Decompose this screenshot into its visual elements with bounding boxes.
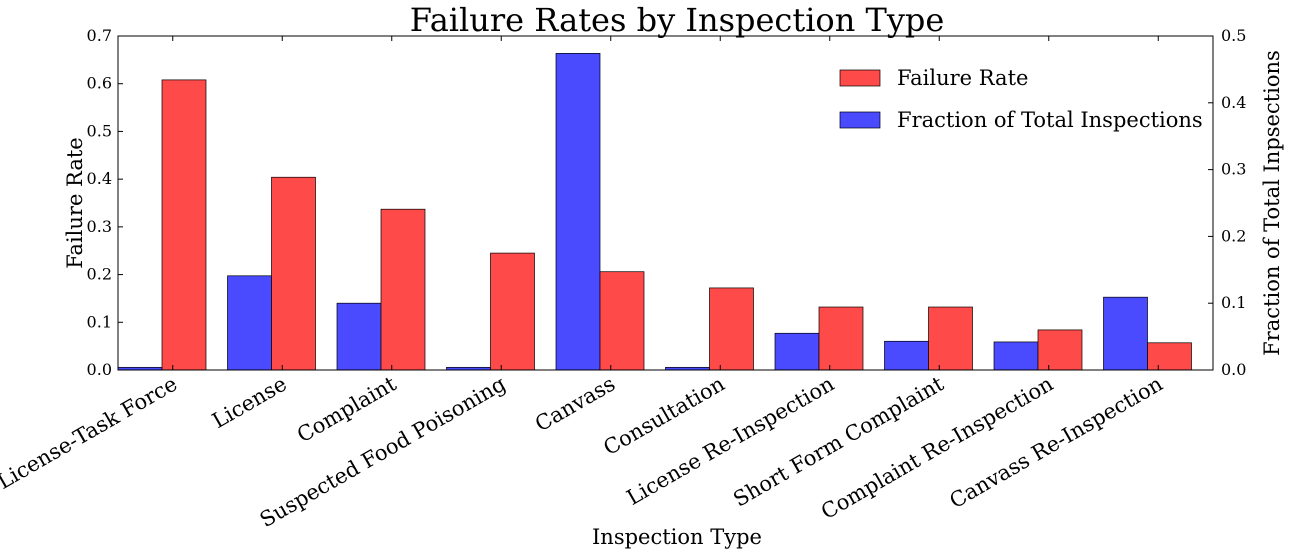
bar-failure-rate-7 bbox=[928, 306, 973, 371]
y-axis-right-label: Fraction of Total Inpsections bbox=[1260, 50, 1284, 356]
bar-fraction-8 bbox=[993, 341, 1039, 371]
y-right-tick-4: 0.4 bbox=[1221, 93, 1246, 112]
bar-fraction-7 bbox=[884, 340, 929, 371]
legend-label-0: Failure Rate bbox=[897, 66, 1028, 90]
bar-failure-rate-0 bbox=[161, 79, 207, 371]
bar-failure-rate-4 bbox=[599, 271, 645, 371]
y-left-tick-3: 0.3 bbox=[87, 217, 112, 236]
y-left-tick-2: 0.2 bbox=[87, 265, 112, 284]
y-left-tick-4: 0.4 bbox=[87, 169, 112, 188]
ticks: 0.0 0.1 0.2 0.3 0.4 0.5 0.6 0.7 0.0 0.1 0.2 0.3 0.4 0… bbox=[87, 26, 1247, 379]
bar-fraction-4 bbox=[555, 53, 601, 371]
y-right-tick-0: 0.0 bbox=[1221, 360, 1246, 379]
bar-fraction-2 bbox=[336, 302, 382, 371]
bar-failure-rate-3 bbox=[490, 252, 535, 371]
bar-failure-rate-2 bbox=[380, 208, 426, 371]
legend-swatch-1 bbox=[839, 111, 881, 129]
category-label-1: License bbox=[208, 372, 291, 434]
category-labels: License-Task Force License ComplaintSuspec… bbox=[0, 371, 1167, 532]
bar-failure-rate-6 bbox=[818, 306, 864, 371]
y-left-tick-7: 0.7 bbox=[87, 26, 112, 45]
bar-failure-rate-8 bbox=[1037, 329, 1083, 371]
category-label-0: License-Task Force bbox=[0, 372, 181, 494]
category-label-4: Canvass bbox=[531, 372, 619, 437]
legend-label-1: Fraction of Total Inspections bbox=[897, 108, 1203, 132]
y-right-tick-2: 0.2 bbox=[1221, 226, 1246, 245]
y-left-tick-1: 0.1 bbox=[87, 312, 112, 331]
bar-failure-rate-1 bbox=[271, 176, 316, 371]
bar-failure-rate-9 bbox=[1147, 342, 1192, 371]
y-right-tick-3: 0.3 bbox=[1221, 160, 1246, 179]
plot-frame bbox=[117, 35, 1214, 371]
y-right-tick-5: 0.5 bbox=[1221, 26, 1246, 45]
bar-fraction-9 bbox=[1103, 296, 1148, 371]
bar-fraction-6 bbox=[774, 332, 820, 371]
bar-failure-rate-5 bbox=[709, 287, 754, 371]
chart-title: Failure Rates by Inspection Type bbox=[410, 1, 945, 39]
x-axis-label: Inspection Type bbox=[592, 525, 762, 549]
bar-fraction-1 bbox=[227, 275, 272, 371]
y-left-tick-6: 0.6 bbox=[87, 74, 112, 93]
legend: Failure Rate Fraction of Total Inspection… bbox=[839, 66, 1203, 132]
y-axis-left-label: Failure Rate bbox=[63, 137, 87, 268]
legend-swatch-0 bbox=[839, 69, 881, 87]
y-left-tick-0: 0.0 bbox=[87, 360, 112, 379]
bars bbox=[117, 53, 1192, 371]
y-right-tick-1: 0.1 bbox=[1221, 293, 1246, 312]
y-left-tick-5: 0.5 bbox=[87, 121, 112, 140]
